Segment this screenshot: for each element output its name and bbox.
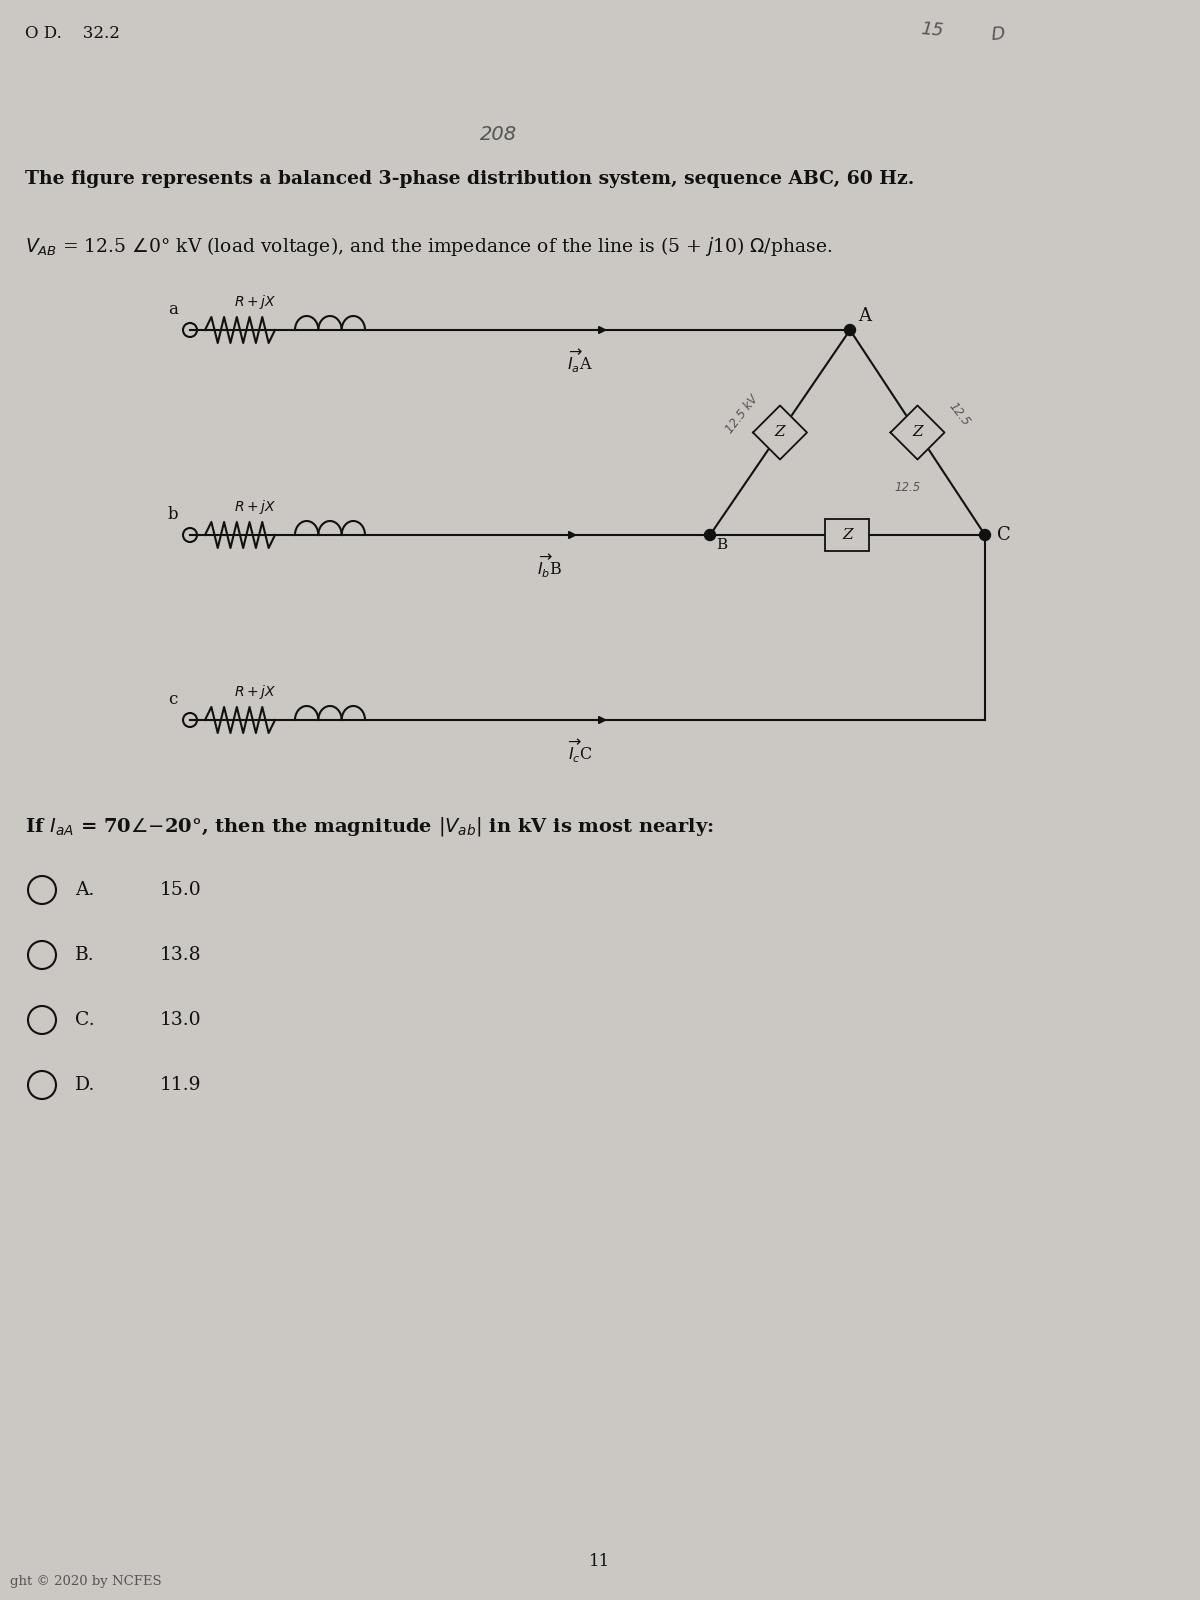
- Text: 12.5: 12.5: [894, 482, 920, 494]
- Text: Z: Z: [775, 426, 785, 440]
- Text: 12.5 kV: 12.5 kV: [724, 394, 761, 437]
- Text: A: A: [858, 307, 871, 325]
- Text: b: b: [167, 506, 178, 523]
- Text: The figure represents a balanced 3-phase distribution system, sequence ABC, 60 H: The figure represents a balanced 3-phase…: [25, 170, 914, 187]
- Text: c: c: [169, 691, 178, 707]
- Text: ght © 2020 by NCFES: ght © 2020 by NCFES: [10, 1574, 162, 1587]
- Text: a: a: [168, 301, 178, 318]
- Text: $R+jX$: $R+jX$: [234, 293, 276, 310]
- Text: 13.0: 13.0: [160, 1011, 202, 1029]
- Circle shape: [979, 530, 990, 541]
- Text: $V_{AB}$ = 12.5 $\angle$0° kV (load voltage), and the impedance of the line is (: $V_{AB}$ = 12.5 $\angle$0° kV (load volt…: [25, 235, 833, 258]
- Text: $\overrightarrow{I_b}$B: $\overrightarrow{I_b}$B: [538, 554, 563, 581]
- FancyBboxPatch shape: [826, 518, 870, 550]
- Text: Z: Z: [842, 528, 853, 542]
- Text: 15: 15: [920, 19, 944, 40]
- Text: A.: A.: [74, 882, 95, 899]
- Text: 15.0: 15.0: [160, 882, 202, 899]
- Text: 208: 208: [480, 125, 517, 144]
- Text: 13.8: 13.8: [160, 946, 202, 963]
- Text: 12.5: 12.5: [947, 400, 973, 429]
- Text: If $I_{aA}$ = 70$\angle$$-$20°, then the magnitude $|V_{ab}|$ in kV is most near: If $I_{aA}$ = 70$\angle$$-$20°, then the…: [25, 814, 714, 838]
- Text: D.: D.: [74, 1075, 95, 1094]
- Polygon shape: [754, 405, 808, 459]
- Circle shape: [845, 325, 856, 336]
- Text: $R+jX$: $R+jX$: [234, 683, 276, 701]
- Polygon shape: [890, 405, 944, 459]
- Text: Z: Z: [912, 426, 923, 440]
- Circle shape: [704, 530, 715, 541]
- Text: 11: 11: [589, 1554, 611, 1570]
- Text: B.: B.: [74, 946, 95, 963]
- Text: D: D: [990, 26, 1006, 45]
- Text: 11.9: 11.9: [160, 1075, 202, 1094]
- Text: C.: C.: [74, 1011, 95, 1029]
- Text: $\overrightarrow{I_a}$A: $\overrightarrow{I_a}$A: [568, 349, 593, 376]
- Text: O D.    32.2: O D. 32.2: [25, 26, 120, 42]
- Text: C: C: [997, 526, 1010, 544]
- Text: $R+jX$: $R+jX$: [234, 498, 276, 515]
- Text: $\overrightarrow{I_c}$C: $\overrightarrow{I_c}$C: [568, 738, 593, 765]
- Text: B: B: [716, 538, 727, 552]
